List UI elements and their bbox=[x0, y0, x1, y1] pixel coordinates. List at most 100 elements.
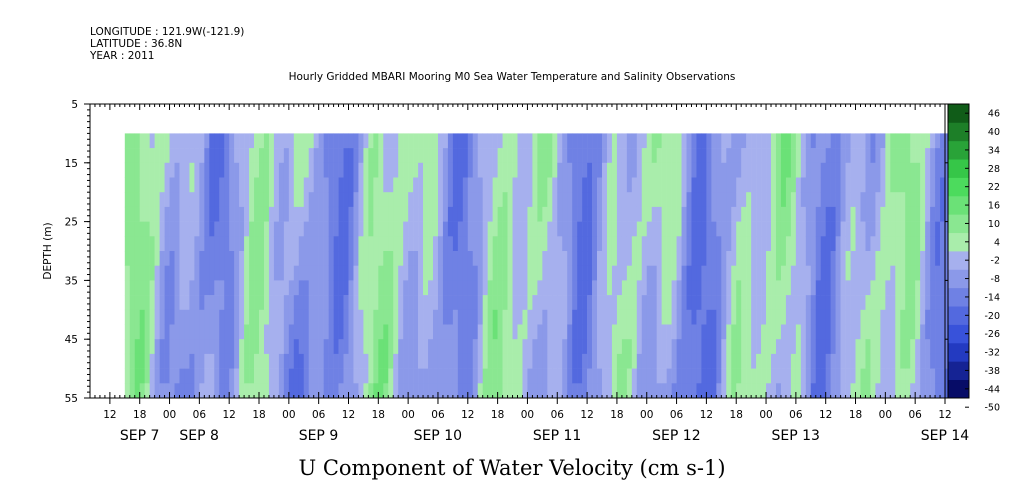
heatmap-cell bbox=[900, 148, 906, 164]
heatmap-cell bbox=[706, 251, 712, 266]
heatmap-cell bbox=[244, 383, 250, 399]
heatmap-cell bbox=[244, 133, 250, 149]
heatmap-cell bbox=[696, 148, 702, 164]
heatmap-cell bbox=[234, 177, 240, 193]
heatmap-cell bbox=[224, 133, 230, 149]
heatmap-cell bbox=[746, 206, 752, 222]
heatmap-cell bbox=[656, 339, 662, 355]
heatmap-cell bbox=[194, 353, 200, 369]
heatmap-cell bbox=[860, 368, 866, 384]
heatmap-cell bbox=[920, 280, 926, 296]
heatmap-cell bbox=[278, 265, 285, 281]
heatmap-cell bbox=[756, 324, 762, 340]
heatmap-cell bbox=[582, 162, 588, 178]
heatmap-cell bbox=[790, 339, 797, 355]
heatmap-cell bbox=[935, 280, 941, 296]
heatmap-cell bbox=[139, 383, 145, 399]
heatmap-cell bbox=[298, 221, 305, 237]
heatmap-cell bbox=[457, 148, 464, 164]
heatmap-cell bbox=[502, 368, 508, 384]
heatmap-cell bbox=[532, 251, 538, 266]
heatmap-cell bbox=[840, 148, 846, 164]
heatmap-cell bbox=[413, 177, 419, 193]
heatmap-cell bbox=[134, 324, 141, 340]
heatmap-cell bbox=[716, 324, 722, 340]
heatmap-cell bbox=[348, 206, 354, 222]
heatmap-cell bbox=[179, 133, 185, 149]
heatmap-cell bbox=[597, 339, 603, 355]
heatmap-cell bbox=[398, 353, 404, 369]
heatmap-cell bbox=[815, 236, 822, 252]
heatmap-cell bbox=[507, 265, 513, 281]
heatmap-cell bbox=[189, 236, 195, 252]
heatmap-cell bbox=[179, 353, 185, 369]
heatmap-cell bbox=[830, 368, 836, 384]
colorbar-bin bbox=[948, 324, 969, 344]
heatmap-cell bbox=[338, 221, 344, 237]
heatmap-cell bbox=[293, 295, 300, 311]
heatmap-cell bbox=[602, 280, 608, 296]
heatmap-cell bbox=[447, 265, 454, 281]
heatmap-cell bbox=[214, 353, 220, 369]
heatmap-cell bbox=[636, 324, 643, 340]
heatmap-cell bbox=[686, 221, 692, 237]
heatmap-cell bbox=[726, 309, 732, 325]
heatmap-cell bbox=[408, 280, 414, 296]
heatmap-cell bbox=[169, 295, 175, 311]
heatmap-cell bbox=[363, 162, 369, 178]
heatmap-cell bbox=[562, 206, 568, 222]
heatmap-cell bbox=[214, 206, 220, 222]
heatmap-cell bbox=[920, 324, 926, 340]
heatmap-cell bbox=[626, 353, 633, 369]
heatmap-cell bbox=[462, 324, 469, 340]
heatmap-cell bbox=[900, 383, 906, 399]
heatmap-cell bbox=[487, 148, 493, 164]
heatmap-cell bbox=[512, 368, 518, 384]
heatmap-cell bbox=[606, 221, 613, 237]
heatmap-cell bbox=[254, 280, 260, 296]
heatmap-cell bbox=[507, 236, 513, 252]
heatmap-cell bbox=[482, 148, 488, 164]
heatmap-cell bbox=[139, 353, 145, 369]
heatmap-cell bbox=[562, 353, 568, 369]
heatmap-cell bbox=[229, 162, 235, 178]
heatmap-cell bbox=[552, 295, 558, 311]
heatmap-cell bbox=[169, 324, 175, 340]
heatmap-cell bbox=[249, 221, 255, 237]
colorbar-bin bbox=[948, 104, 969, 123]
heatmap-cell bbox=[885, 383, 891, 399]
heatmap-cell bbox=[930, 280, 936, 296]
heatmap-cell bbox=[353, 280, 359, 296]
heatmap-cell bbox=[144, 383, 150, 399]
heatmap-cell bbox=[442, 251, 449, 266]
heatmap-cell bbox=[885, 236, 891, 252]
heatmap-cell bbox=[592, 309, 598, 325]
heatmap-cell bbox=[547, 133, 553, 149]
heatmap-cell bbox=[557, 221, 563, 237]
heatmap-cell bbox=[219, 353, 225, 369]
heatmap-cell bbox=[388, 251, 394, 266]
heatmap-cell bbox=[423, 265, 429, 281]
heatmap-cell bbox=[263, 353, 270, 369]
heatmap-cell bbox=[388, 383, 394, 399]
heatmap-cell bbox=[920, 339, 926, 355]
heatmap-cell bbox=[383, 177, 389, 193]
heatmap-cell bbox=[572, 383, 578, 399]
heatmap-cell bbox=[413, 206, 419, 222]
heatmap-cell bbox=[736, 324, 742, 340]
heatmap-cell bbox=[542, 236, 548, 252]
heatmap-cell bbox=[920, 162, 926, 178]
heatmap-cell bbox=[432, 280, 439, 296]
heatmap-cell bbox=[333, 353, 339, 369]
heatmap-cell bbox=[487, 265, 493, 281]
heatmap-cell bbox=[905, 324, 911, 340]
heatmap-cell bbox=[746, 383, 752, 399]
heatmap-cell bbox=[905, 192, 911, 208]
heatmap-cell bbox=[537, 353, 543, 369]
heatmap-cell bbox=[621, 353, 628, 369]
heatmap-cell bbox=[323, 265, 329, 281]
heatmap-cell bbox=[497, 221, 503, 237]
heatmap-cell bbox=[666, 295, 672, 311]
heatmap-cell bbox=[507, 251, 513, 266]
x-tick-label: 18 bbox=[133, 409, 146, 421]
